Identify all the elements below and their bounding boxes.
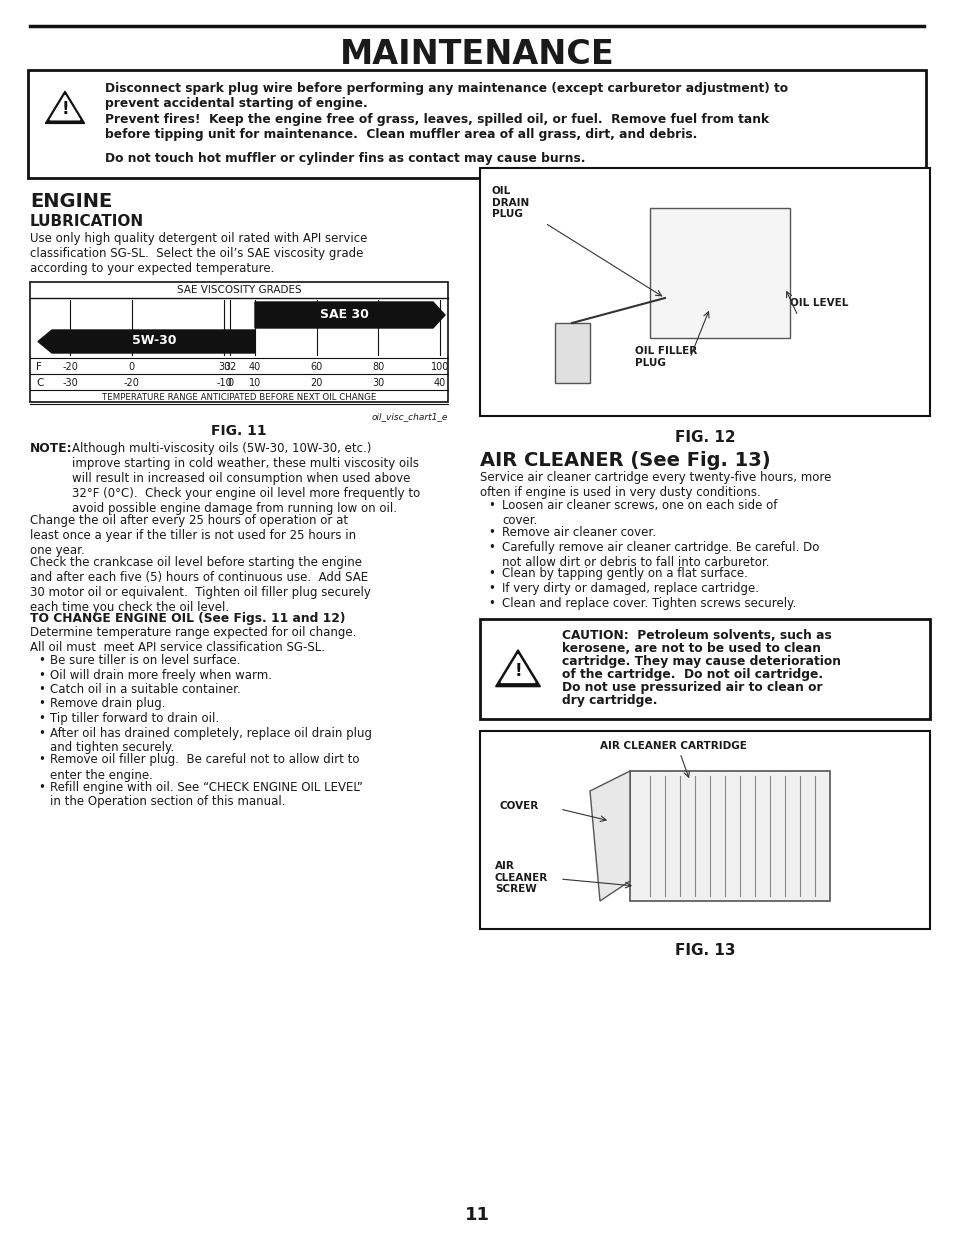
Text: 100: 100 xyxy=(431,362,449,372)
FancyBboxPatch shape xyxy=(629,771,829,902)
Text: Disconnect spark plug wire before performing any maintenance (except carburetor : Disconnect spark plug wire before perfor… xyxy=(105,82,787,110)
Polygon shape xyxy=(46,91,85,124)
Text: 40: 40 xyxy=(434,378,446,388)
Text: Refill engine with oil. See “CHECK ENGINE OIL LEVEL”
in the Operation section of: Refill engine with oil. See “CHECK ENGIN… xyxy=(50,781,362,809)
Text: Catch oil in a suitable container.: Catch oil in a suitable container. xyxy=(50,683,240,697)
Text: 40: 40 xyxy=(249,362,261,372)
Text: Remove air cleaner cover.: Remove air cleaner cover. xyxy=(501,526,656,538)
Text: •: • xyxy=(38,713,45,725)
Text: MAINTENANCE: MAINTENANCE xyxy=(339,38,614,72)
Text: F: F xyxy=(36,362,42,372)
FancyBboxPatch shape xyxy=(28,70,925,178)
Text: 0: 0 xyxy=(129,362,134,372)
Text: 5W-30: 5W-30 xyxy=(132,335,176,347)
Text: Remove oil filler plug.  Be careful not to allow dirt to
enter the engine.: Remove oil filler plug. Be careful not t… xyxy=(50,753,359,782)
Text: ENGINE: ENGINE xyxy=(30,191,112,211)
Polygon shape xyxy=(500,655,535,683)
Text: Change the oil after every 25 hours of operation or at
least once a year if the : Change the oil after every 25 hours of o… xyxy=(30,514,355,557)
Text: Although multi-viscosity oils (5W-30, 10W-30, etc.)
improve starting in cold wea: Although multi-viscosity oils (5W-30, 10… xyxy=(71,442,420,515)
Polygon shape xyxy=(495,650,539,687)
FancyBboxPatch shape xyxy=(479,619,929,719)
Text: 30: 30 xyxy=(372,378,384,388)
Text: -10: -10 xyxy=(216,378,232,388)
Text: cartridge. They may cause deterioration: cartridge. They may cause deterioration xyxy=(561,655,841,668)
Text: OIL FILLER
PLUG: OIL FILLER PLUG xyxy=(635,346,697,368)
Text: NOTE:: NOTE: xyxy=(30,442,72,454)
FancyBboxPatch shape xyxy=(649,207,789,338)
FancyBboxPatch shape xyxy=(555,324,589,383)
Text: AIR CLEANER (See Fig. 13): AIR CLEANER (See Fig. 13) xyxy=(479,451,770,471)
FancyBboxPatch shape xyxy=(30,282,448,403)
Text: •: • xyxy=(488,499,495,513)
Text: dry cartridge.: dry cartridge. xyxy=(561,694,657,706)
Text: Use only high quality detergent oil rated with API service
classification SG-SL.: Use only high quality detergent oil rate… xyxy=(30,232,367,275)
Text: •: • xyxy=(38,753,45,767)
Text: 0: 0 xyxy=(227,378,233,388)
Text: 30: 30 xyxy=(218,362,230,372)
Text: Determine temperature range expected for oil change.
All oil must  meet API serv: Determine temperature range expected for… xyxy=(30,626,356,655)
Text: SAE 30: SAE 30 xyxy=(319,309,368,321)
Text: •: • xyxy=(488,597,495,610)
Text: •: • xyxy=(488,526,495,538)
Text: If very dirty or damaged, replace cartridge.: If very dirty or damaged, replace cartri… xyxy=(501,582,759,595)
Text: -30: -30 xyxy=(62,378,78,388)
Text: FIG. 13: FIG. 13 xyxy=(674,944,735,958)
Text: •: • xyxy=(488,568,495,580)
Text: FIG. 11: FIG. 11 xyxy=(211,424,267,438)
Text: -20: -20 xyxy=(124,378,139,388)
Text: 20: 20 xyxy=(310,378,322,388)
Text: OIL LEVEL: OIL LEVEL xyxy=(789,298,847,308)
Text: COVER: COVER xyxy=(499,802,538,811)
Text: Be sure tiller is on level surface.: Be sure tiller is on level surface. xyxy=(50,655,240,667)
Text: C: C xyxy=(36,378,43,388)
Text: Loosen air cleaner screws, one on each side of
cover.: Loosen air cleaner screws, one on each s… xyxy=(501,499,777,527)
Text: •: • xyxy=(38,683,45,697)
FancyBboxPatch shape xyxy=(479,731,929,929)
Text: Service air cleaner cartridge every twenty-five hours, more
often if engine is u: Service air cleaner cartridge every twen… xyxy=(479,471,830,499)
Text: Check the crankcase oil level before starting the engine
and after each five (5): Check the crankcase oil level before sta… xyxy=(30,556,371,614)
Text: 60: 60 xyxy=(311,362,322,372)
Text: Clean and replace cover. Tighten screws securely.: Clean and replace cover. Tighten screws … xyxy=(501,597,796,610)
Text: •: • xyxy=(488,582,495,595)
Text: Do not touch hot muffler or cylinder fins as contact may cause burns.: Do not touch hot muffler or cylinder fin… xyxy=(105,152,585,165)
Text: SAE VISCOSITY GRADES: SAE VISCOSITY GRADES xyxy=(176,285,301,295)
Text: Remove drain plug.: Remove drain plug. xyxy=(50,698,165,710)
Text: !: ! xyxy=(514,662,521,679)
Text: •: • xyxy=(38,726,45,740)
Text: 80: 80 xyxy=(372,362,384,372)
Text: LUBRICATION: LUBRICATION xyxy=(30,214,144,228)
FancyBboxPatch shape xyxy=(479,168,929,416)
Text: Carefully remove air cleaner cartridge. Be careful. Do
not allow dirt or debris : Carefully remove air cleaner cartridge. … xyxy=(501,541,819,568)
Text: AIR CLEANER CARTRIDGE: AIR CLEANER CARTRIDGE xyxy=(599,741,746,751)
Text: 11: 11 xyxy=(464,1207,489,1224)
Polygon shape xyxy=(51,95,80,120)
Text: •: • xyxy=(38,668,45,682)
Text: After oil has drained completely, replace oil drain plug
and tighten securely.: After oil has drained completely, replac… xyxy=(50,726,372,755)
Text: -20: -20 xyxy=(62,362,78,372)
Text: •: • xyxy=(38,781,45,794)
Text: of the cartridge.  Do not oil cartridge.: of the cartridge. Do not oil cartridge. xyxy=(561,668,822,680)
Text: oil_visc_chart1_e: oil_visc_chart1_e xyxy=(372,412,448,421)
Text: TO CHANGE ENGINE OIL (See Figs. 11 and 12): TO CHANGE ENGINE OIL (See Figs. 11 and 1… xyxy=(30,613,345,625)
Text: AIR
CLEANER
SCREW: AIR CLEANER SCREW xyxy=(495,861,548,894)
Text: Clean by tapping gently on a flat surface.: Clean by tapping gently on a flat surfac… xyxy=(501,568,747,580)
Text: •: • xyxy=(38,655,45,667)
Text: 32: 32 xyxy=(224,362,236,372)
Text: kerosene, are not to be used to clean: kerosene, are not to be used to clean xyxy=(561,642,821,655)
Text: OIL
DRAIN
PLUG: OIL DRAIN PLUG xyxy=(492,186,529,219)
Polygon shape xyxy=(254,303,444,329)
Text: •: • xyxy=(488,541,495,553)
Polygon shape xyxy=(38,330,254,353)
Text: TEMPERATURE RANGE ANTICIPATED BEFORE NEXT OIL CHANGE: TEMPERATURE RANGE ANTICIPATED BEFORE NEX… xyxy=(102,393,375,401)
Polygon shape xyxy=(589,771,629,902)
Text: !: ! xyxy=(61,100,69,119)
Text: •: • xyxy=(38,698,45,710)
Text: Prevent fires!  Keep the engine free of grass, leaves, spilled oil, or fuel.  Re: Prevent fires! Keep the engine free of g… xyxy=(105,112,768,141)
Text: Do not use pressurized air to clean or: Do not use pressurized air to clean or xyxy=(561,680,821,694)
Text: FIG. 12: FIG. 12 xyxy=(674,430,735,445)
Text: 10: 10 xyxy=(249,378,261,388)
Text: Oil will drain more freely when warm.: Oil will drain more freely when warm. xyxy=(50,668,272,682)
Text: CAUTION:  Petroleum solvents, such as: CAUTION: Petroleum solvents, such as xyxy=(561,629,831,642)
Text: Tip tiller forward to drain oil.: Tip tiller forward to drain oil. xyxy=(50,713,219,725)
